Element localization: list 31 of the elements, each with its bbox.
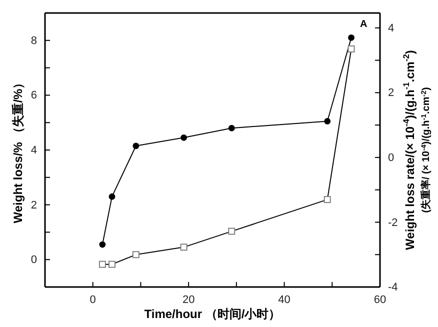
x-tick-label: 40: [278, 294, 290, 306]
y-tick-label: 6: [30, 90, 37, 102]
point: [324, 196, 331, 204]
y-axis-title: Weight loss/% （失重/%）: [11, 76, 25, 224]
point: [180, 244, 188, 251]
y2-tick-label: -4: [388, 282, 398, 294]
point: [348, 45, 355, 52]
y-tick-label: 2: [30, 199, 37, 212]
y2-tick-label: -2: [388, 216, 398, 229]
y2-tick-label: 4: [388, 22, 394, 34]
y-tick-label: 0: [30, 254, 37, 266]
point: [108, 260, 116, 268]
x-tick-label: 20: [182, 294, 195, 306]
point: [132, 142, 140, 150]
y-tick-label: 4: [30, 144, 37, 157]
point: [228, 124, 235, 132]
y2-tick-label: 0: [388, 152, 394, 164]
y-tick-label: 8: [30, 34, 37, 47]
point: [99, 241, 106, 248]
x-tick-label: 60: [374, 294, 386, 306]
x-tick-label: 0: [90, 294, 96, 306]
x-axis-title: Time/hour （时间/小时）: [144, 307, 281, 321]
point: [132, 251, 140, 258]
point: [228, 228, 236, 235]
point: [180, 134, 187, 141]
y2-tick-label: 2: [388, 87, 394, 100]
point: [348, 34, 354, 41]
point: [98, 260, 106, 268]
point: [108, 193, 116, 200]
point: [324, 118, 331, 124]
annotation: A: [360, 19, 368, 30]
